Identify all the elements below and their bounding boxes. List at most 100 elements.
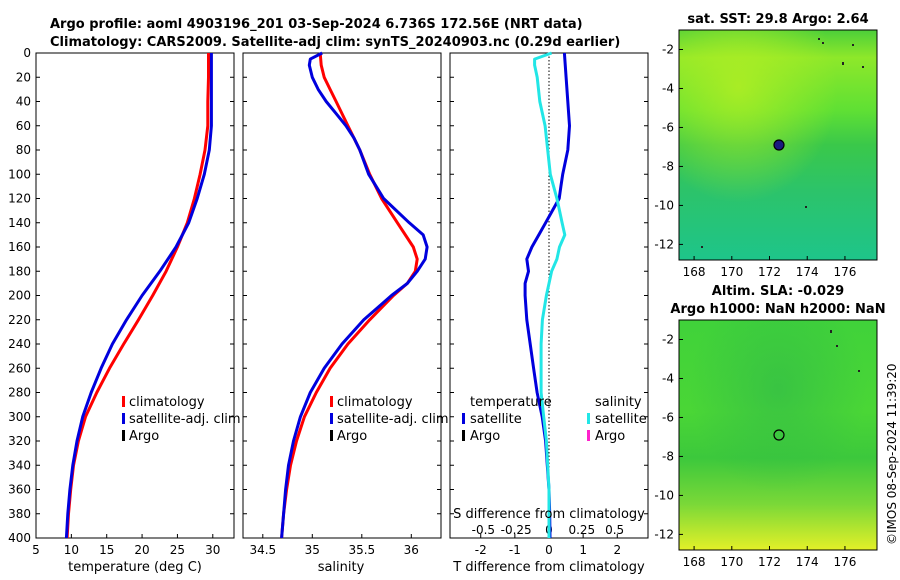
land-speck — [701, 246, 703, 248]
latitude-tick-label: -12 — [654, 237, 674, 251]
figure-title-line2: Climatology: CARS2009. Satellite-adj cli… — [50, 35, 620, 50]
salinity-tick-label: 36 — [404, 543, 419, 557]
t-difference-tick-label: -1 — [509, 543, 521, 557]
latitude-tick-label: -10 — [654, 488, 674, 502]
s-difference-xlabel: S difference from climatology — [453, 507, 645, 522]
legend-swatch-temperature-argo — [462, 430, 465, 441]
sla-map-title-line2: Argo h1000: NaN h2000: NaN — [670, 302, 885, 317]
sla-map-panel: Altim. SLA: -0.029 Argo h1000: NaN h2000… — [654, 284, 885, 569]
depth-tick-label: 140 — [8, 216, 31, 230]
s-difference-tick-label: 0.25 — [568, 523, 595, 537]
sla-low-patch — [679, 320, 877, 550]
legend-label-satellite: satellite-adj. clim — [129, 412, 241, 427]
sst-map-title: sat. SST: 29.8 Argo: 2.64 — [687, 12, 868, 27]
t-difference-tick-label: 0 — [545, 543, 553, 557]
sla-map-ticks: 168 170 172 174 176 -2 -4 -6 -8 -10 -12 — [654, 332, 856, 569]
latitude-tick-label: -2 — [662, 42, 674, 56]
legend-swatch-salinity-argo — [587, 430, 590, 441]
salinity-axis-ticks: 34.5 35 35.5 36 — [243, 52, 441, 557]
latitude-tick-label: -10 — [654, 198, 674, 212]
temperature-tick-label: 5 — [32, 543, 40, 557]
sst-map-frame — [678, 29, 878, 261]
depth-tick-label: 280 — [8, 386, 31, 400]
salinity-tick-label: 35 — [305, 543, 320, 557]
depth-tick-label: 380 — [8, 507, 31, 521]
salinity-legend: climatology satellite-adj. clim Argo — [330, 395, 449, 444]
latitude-tick-label: -4 — [662, 81, 674, 95]
land-speck — [858, 370, 860, 372]
legend-label-salinity-argo: Argo — [595, 429, 625, 444]
salinity-tick-label: 34.5 — [249, 543, 276, 557]
temperature-tick-label: 15 — [99, 543, 114, 557]
sla-map-frame — [678, 319, 878, 551]
latitude-tick-label: -8 — [662, 449, 674, 463]
depth-tick-label: 160 — [8, 240, 31, 254]
salinity-xlabel: salinity — [318, 560, 365, 575]
legend-label-climatology: climatology — [337, 395, 413, 410]
salinity-series — [280, 51, 429, 539]
argo-location-marker — [773, 429, 785, 441]
legend-label-temperature-satellite: satellite — [470, 412, 522, 427]
longitude-tick-label: 174 — [796, 265, 819, 279]
depth-tick-label: 20 — [16, 70, 31, 84]
longitude-tick-label: 168 — [683, 265, 706, 279]
difference-legend: temperature satellite Argo salinity sate… — [462, 395, 647, 444]
salinity-panel: 34.5 35 35.5 36 salinity climatology satell… — [242, 51, 449, 575]
longitude-tick-label: 170 — [720, 555, 743, 569]
depth-tick-label: 240 — [8, 337, 31, 351]
depth-tick-label: 340 — [8, 458, 31, 472]
legend-label-satellite: satellite-adj. clim — [337, 412, 449, 427]
depth-tick-label: 40 — [16, 95, 31, 109]
depth-tick-label: 100 — [8, 167, 31, 181]
legend-label-argo: Argo — [337, 429, 367, 444]
depth-tick-label: 200 — [8, 289, 31, 303]
legend-swatch-satellite — [122, 413, 125, 424]
depth-tick-label: 320 — [8, 434, 31, 448]
depth-tick-label: 360 — [8, 483, 31, 497]
land-speck — [842, 62, 844, 65]
latitude-tick-label: -6 — [662, 120, 674, 134]
temperature-series — [64, 53, 213, 539]
s-difference-tick-label: -0.25 — [501, 523, 532, 537]
land-speck — [836, 345, 838, 347]
temperature-axes-frame — [35, 52, 235, 539]
legend-swatch-climatology — [122, 396, 125, 407]
sst-map-ticks: 168 170 172 174 176 -2 -4 -6 -8 -10 -12 — [654, 42, 856, 279]
legend-label-temperature-argo: Argo — [470, 429, 500, 444]
salinity-axes-frame — [242, 52, 442, 539]
legend-swatch-satellite — [330, 413, 333, 424]
temperature-tick-label: 25 — [170, 543, 185, 557]
longitude-tick-label: 176 — [833, 555, 856, 569]
imos-credit: ©IMOS 08-Sep-2024 11:39:20 — [885, 363, 899, 545]
legend-label-climatology: climatology — [129, 395, 205, 410]
series-line-climatology — [65, 53, 210, 539]
series-line-salinity-satellite — [533, 51, 567, 538]
difference-axis-ticks: -2 -1 0 1 2-0.5 -0.25 0 0.25 0.5 — [450, 52, 648, 557]
difference-series — [523, 51, 571, 539]
land-speck — [818, 38, 820, 40]
legend-swatch-argo — [330, 430, 333, 441]
temperature-tick-label: 20 — [134, 543, 149, 557]
sst-map-panel: sat. SST: 29.8 Argo: 2.64 168 170 172 174 17… — [654, 12, 878, 279]
longitude-tick-label: 172 — [758, 265, 781, 279]
depth-tick-label: 60 — [16, 119, 31, 133]
temperature-xlabel: temperature (deg C) — [68, 560, 202, 575]
temperature-axis-ticks: 5 10 15 20 25 30 — [32, 534, 220, 557]
sla-land-specks — [830, 330, 860, 372]
argo-location-marker — [773, 139, 785, 151]
t-difference-xlabel: T difference from climatology — [452, 560, 645, 575]
land-speck — [830, 330, 832, 333]
land-speck — [805, 206, 807, 208]
depth-tick-label: 120 — [8, 192, 31, 206]
land-speck — [862, 66, 864, 68]
land-speck — [852, 44, 854, 46]
legend-swatch-argo — [122, 430, 125, 441]
depth-tick-label: 0 — [23, 46, 31, 60]
latitude-tick-label: -12 — [654, 527, 674, 541]
difference-panel: -2 -1 0 1 2-0.5 -0.25 0 0.25 0.5 T difference fr… — [449, 51, 649, 575]
depth-axis-ticks: 0 20 40 60 80 100 120 140 160 180 200 220 240 260 280 3… — [8, 46, 234, 545]
s-difference-tick-label: -0.5 — [472, 523, 495, 537]
longitude-tick-label: 170 — [720, 265, 743, 279]
legend-label-argo: Argo — [129, 429, 159, 444]
